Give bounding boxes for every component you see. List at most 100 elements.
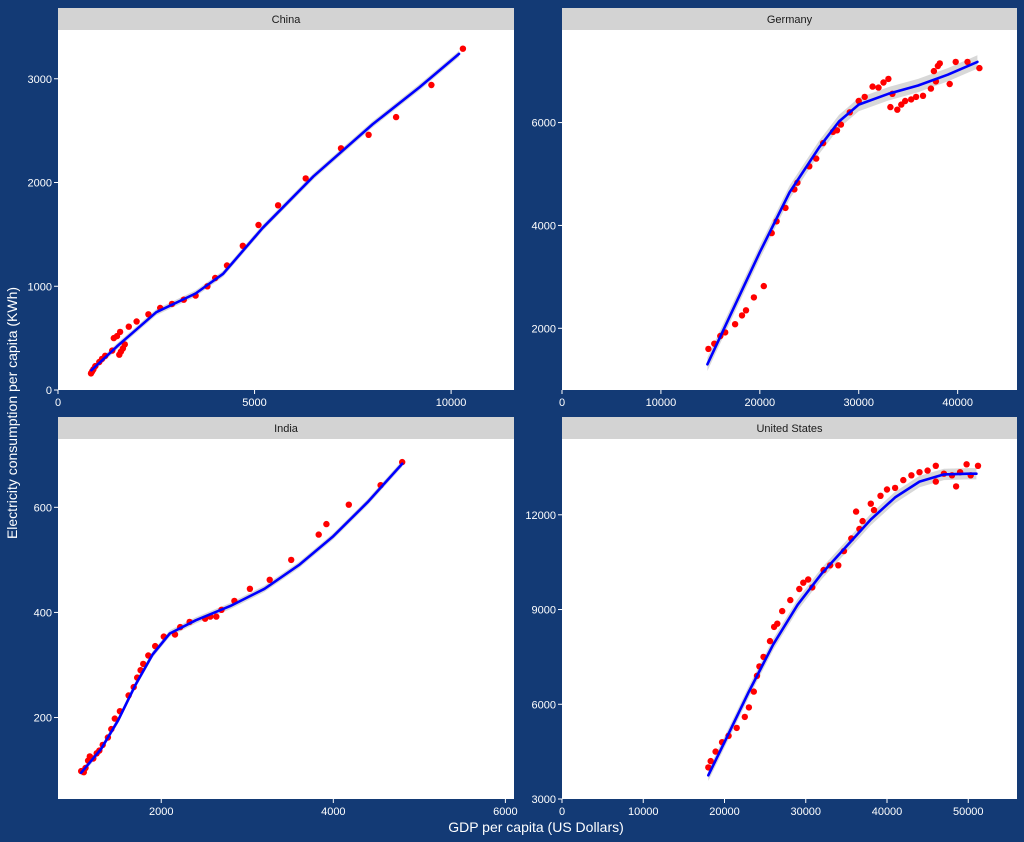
- data-point: [733, 724, 740, 732]
- data-point: [912, 93, 920, 101]
- y-tick-label: 200: [34, 713, 52, 725]
- data-point: [930, 67, 938, 75]
- data-point: [125, 323, 132, 330]
- y-tick-label: 400: [34, 607, 52, 619]
- facet-united-states: United States 0 10000 20000 30000 40000 50000 3…: [525, 417, 1017, 818]
- data-point: [315, 531, 322, 538]
- data-point: [869, 83, 876, 90]
- data-point: [111, 715, 119, 722]
- x-axis-title: GDP per capita (US Dollars): [448, 819, 624, 835]
- data-point: [140, 660, 147, 668]
- data-point: [712, 748, 719, 755]
- data-point: [952, 58, 959, 66]
- x-tick-label: 2000: [149, 806, 173, 818]
- data-point: [861, 93, 868, 101]
- data-point: [323, 520, 330, 528]
- data-point: [800, 579, 807, 586]
- data-point: [779, 607, 786, 615]
- data-point: [274, 202, 282, 209]
- trend-line: [90, 52, 461, 372]
- data-point: [805, 576, 812, 583]
- data-point: [835, 562, 842, 569]
- trend-line: [706, 60, 979, 366]
- data-point: [859, 517, 866, 525]
- data-point: [894, 106, 901, 113]
- x-tick-label: 30000: [790, 806, 821, 818]
- x-tick-label: 30000: [843, 397, 874, 409]
- data-point: [813, 155, 820, 162]
- data-point: [750, 294, 758, 301]
- data-point: [705, 345, 712, 353]
- data-point: [742, 307, 750, 314]
- data-point: [459, 45, 467, 52]
- x-tick-label: 5000: [242, 397, 266, 409]
- data-point: [705, 764, 712, 771]
- x-tick-label: 10000: [628, 806, 659, 818]
- y-tick-label: 6000: [532, 699, 556, 711]
- data-point: [887, 103, 894, 111]
- data-point: [133, 318, 140, 325]
- data-point: [885, 75, 892, 83]
- y-tick-label: 3000: [532, 794, 556, 806]
- confidence-band: [91, 50, 460, 374]
- x-tick-label: 4000: [321, 806, 345, 818]
- x-tick-label: 0: [55, 397, 61, 409]
- data-point: [750, 688, 757, 695]
- y-tick-label: 12000: [525, 510, 556, 522]
- data-point: [213, 613, 220, 620]
- data-point: [428, 81, 435, 89]
- facet-strip: [562, 417, 1017, 439]
- data-point: [964, 58, 971, 66]
- trend-line: [79, 462, 404, 775]
- data-point: [246, 585, 254, 592]
- trend-line: [706, 472, 978, 777]
- data-point: [121, 341, 128, 348]
- facet-india: India 2000 4000 6000 200 400 600: [34, 417, 518, 818]
- data-point: [796, 585, 803, 593]
- facet-panel: [58, 439, 514, 799]
- facet-strip: [562, 8, 1017, 30]
- data-point: [974, 462, 982, 469]
- data-point: [852, 508, 860, 515]
- data-point: [963, 461, 970, 468]
- y-tick-label: 6000: [532, 118, 556, 130]
- data-point: [891, 484, 899, 492]
- data-point: [760, 282, 767, 290]
- data-point: [880, 79, 887, 86]
- facet-strip-label: India: [274, 423, 299, 435]
- data-point: [932, 462, 939, 469]
- data-point: [908, 96, 915, 103]
- y-tick-label: 600: [34, 502, 52, 514]
- data-point: [976, 64, 983, 72]
- data-point: [255, 221, 262, 229]
- data-point: [867, 500, 874, 507]
- facet-strip: [58, 417, 514, 439]
- data-point: [738, 312, 746, 319]
- y-tick-label: 2000: [532, 323, 556, 335]
- data-point: [924, 467, 931, 474]
- data-point: [875, 84, 882, 91]
- data-point: [877, 492, 884, 499]
- y-tick-label: 3000: [28, 74, 52, 86]
- facet-panel: [562, 30, 1017, 390]
- data-point: [365, 131, 372, 138]
- data-point: [774, 620, 781, 627]
- data-point: [900, 476, 907, 484]
- y-tick-label: 1000: [28, 281, 52, 293]
- data-point: [908, 472, 915, 479]
- data-point: [302, 175, 309, 182]
- x-tick-label: 40000: [942, 397, 973, 409]
- data-point: [116, 328, 124, 336]
- facet-strip-label: United States: [756, 423, 823, 435]
- x-tick-label: 20000: [709, 806, 740, 818]
- data-point: [288, 556, 295, 564]
- data-point: [870, 506, 878, 514]
- data-point: [741, 713, 748, 721]
- x-tick-label: 10000: [646, 397, 677, 409]
- y-axis-title: Electricity consumption per capita (KWh): [4, 287, 20, 539]
- data-point: [927, 85, 935, 92]
- data-point: [855, 97, 862, 105]
- x-tick-label: 40000: [872, 806, 903, 818]
